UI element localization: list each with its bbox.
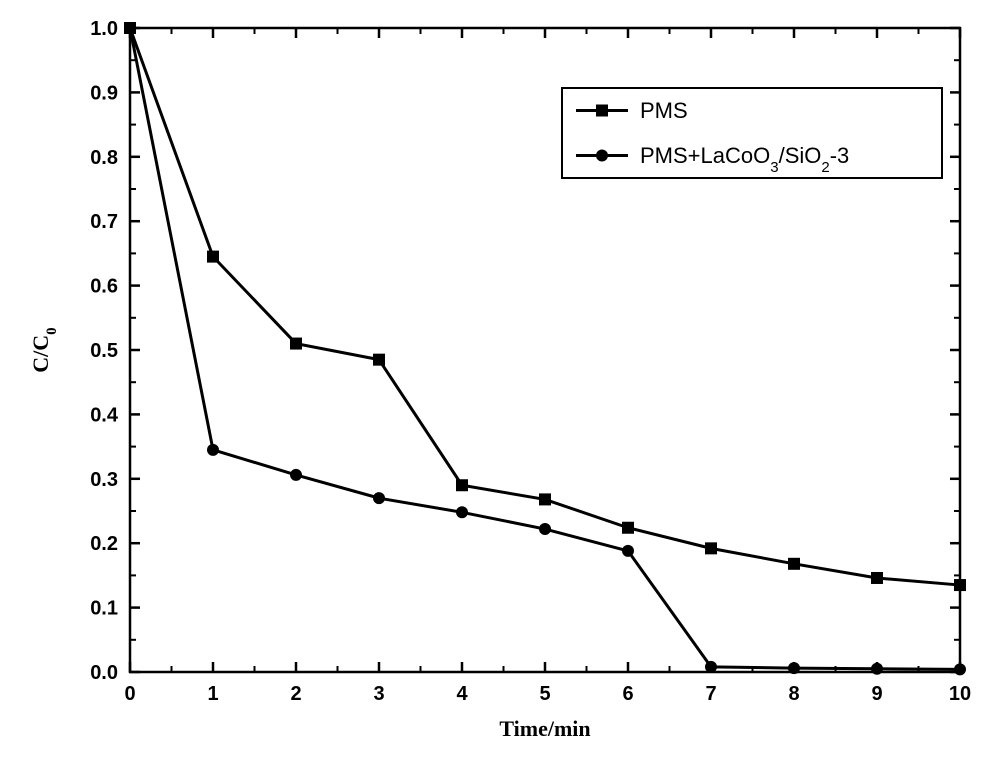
y-tick-label: 0.5	[90, 340, 118, 362]
x-tick-label: 0	[124, 683, 135, 705]
y-tick-label: 0.8	[90, 147, 118, 169]
legend-label: PMS	[640, 98, 688, 123]
circle-marker	[456, 506, 468, 518]
square-marker	[596, 105, 608, 117]
circle-marker	[871, 663, 883, 675]
y-tick-label: 0.4	[90, 404, 119, 426]
chart-root: 0 1 2 3 4 5 6 7 8 9 10 0.0 0.1 0.2 0.3 0.4 0.5 0.6 0.7 0.8 0…	[0, 0, 1000, 772]
x-tick-label: 10	[949, 683, 971, 705]
square-marker	[954, 579, 966, 591]
x-tick-label: 6	[622, 683, 633, 705]
x-tick-label: 2	[290, 683, 301, 705]
x-tick-label: 7	[705, 683, 716, 705]
circle-marker	[622, 545, 634, 557]
square-marker	[290, 338, 302, 350]
square-marker	[539, 493, 551, 505]
y-tick-label: 0.7	[90, 211, 118, 233]
y-tick-label: 0.2	[90, 533, 118, 555]
circle-marker	[788, 662, 800, 674]
circle-marker	[373, 492, 385, 504]
circle-marker	[596, 150, 608, 162]
circle-marker	[290, 469, 302, 481]
y-tick-label: 0.1	[90, 598, 118, 620]
y-tick-label: 0.0	[90, 662, 118, 684]
y-tick-label: 0.9	[90, 82, 118, 104]
circle-marker	[539, 523, 551, 535]
square-marker	[622, 522, 634, 534]
x-axis-label: Time/min	[499, 716, 590, 741]
square-marker	[871, 572, 883, 584]
circle-marker	[954, 663, 966, 675]
x-tick-label: 1	[207, 683, 218, 705]
square-marker	[456, 479, 468, 491]
square-marker	[788, 558, 800, 570]
y-tick-label: 0.3	[90, 469, 118, 491]
square-marker	[705, 542, 717, 554]
x-tick-label: 8	[788, 683, 799, 705]
y-tick-label: 1.0	[90, 18, 118, 40]
x-tick-label: 9	[871, 683, 882, 705]
circle-marker	[705, 661, 717, 673]
circle-marker	[207, 444, 219, 456]
square-marker	[207, 251, 219, 263]
square-marker	[373, 354, 385, 366]
x-tick-label: 5	[539, 683, 550, 705]
chart-svg: 0 1 2 3 4 5 6 7 8 9 10 0.0 0.1 0.2 0.3 0.4 0.5 0.6 0.7 0.8 0…	[0, 0, 1000, 772]
y-tick-label: 0.6	[90, 276, 118, 298]
x-tick-label: 3	[373, 683, 384, 705]
circle-marker	[124, 22, 136, 34]
x-tick-label: 4	[456, 683, 468, 705]
